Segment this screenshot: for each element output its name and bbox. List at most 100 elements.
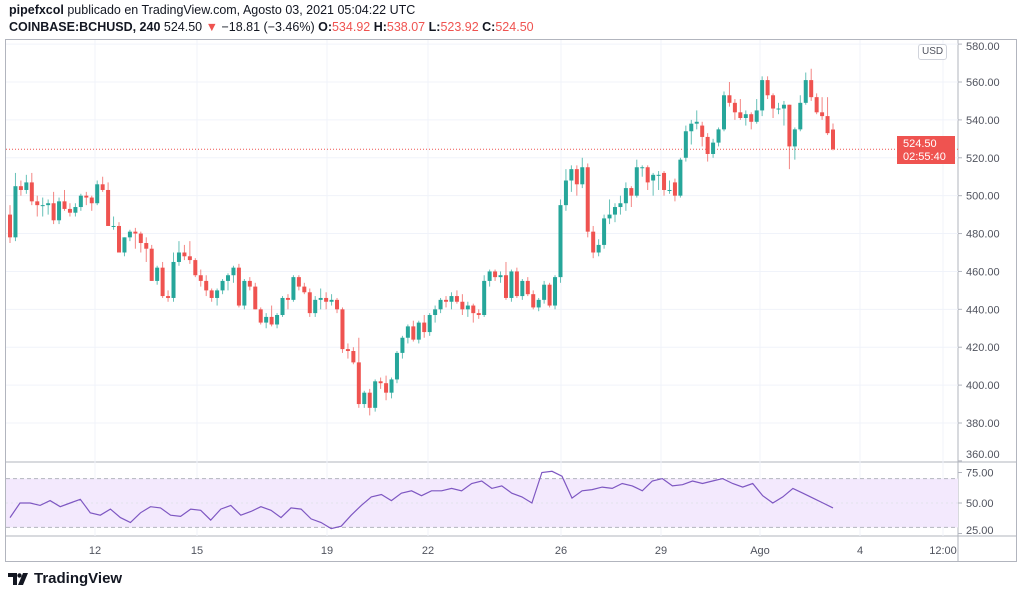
candle-body bbox=[618, 203, 623, 208]
x-tick-label: 12 bbox=[89, 545, 101, 557]
candle bbox=[280, 296, 285, 317]
candle bbox=[247, 277, 252, 291]
candle-body bbox=[591, 231, 596, 253]
candle-body bbox=[553, 277, 558, 306]
candle bbox=[444, 296, 449, 308]
candle-body bbox=[825, 116, 830, 134]
tradingview-logo[interactable]: TradingView bbox=[8, 570, 122, 587]
candle-body bbox=[73, 207, 78, 213]
candle bbox=[296, 275, 301, 291]
candle-body bbox=[536, 299, 541, 308]
candle-body bbox=[454, 296, 459, 302]
candle-body bbox=[662, 172, 667, 190]
candle-body bbox=[574, 169, 579, 185]
candle bbox=[127, 229, 132, 242]
candle bbox=[482, 275, 487, 317]
candle bbox=[198, 269, 203, 287]
candle-body bbox=[335, 299, 340, 310]
candle-body bbox=[678, 159, 683, 196]
candle-body bbox=[394, 352, 399, 380]
candle bbox=[689, 119, 694, 145]
x-tick-label: 4 bbox=[857, 545, 863, 557]
candle bbox=[542, 280, 547, 304]
candle bbox=[787, 104, 792, 170]
candle-body bbox=[324, 297, 329, 302]
candle-body bbox=[264, 316, 269, 323]
current-price-label: 524.50 02:55:40 bbox=[897, 136, 955, 164]
candle-body bbox=[705, 136, 710, 154]
candle bbox=[618, 195, 623, 215]
candle bbox=[291, 275, 296, 302]
candle-body bbox=[389, 379, 394, 393]
x-tick-label: 22 bbox=[422, 545, 434, 557]
brand-name: TradingView bbox=[34, 570, 123, 587]
candle-body bbox=[285, 297, 290, 300]
candle-body bbox=[814, 97, 819, 113]
candle bbox=[727, 82, 732, 107]
candle-body bbox=[771, 95, 776, 109]
candle bbox=[155, 265, 160, 285]
candle bbox=[721, 91, 726, 132]
candle-body bbox=[776, 108, 781, 110]
candle bbox=[525, 277, 530, 297]
tradingview-logo-icon bbox=[8, 572, 28, 585]
candle-body bbox=[291, 277, 296, 300]
candle-body bbox=[24, 182, 29, 190]
candle-body bbox=[525, 280, 530, 295]
candle bbox=[117, 222, 122, 253]
candle bbox=[13, 172, 18, 242]
candle-body bbox=[307, 292, 312, 314]
candle bbox=[356, 337, 361, 408]
candle bbox=[591, 225, 596, 259]
candle bbox=[405, 324, 410, 344]
candle bbox=[765, 76, 770, 100]
candle bbox=[427, 313, 432, 336]
candle-body bbox=[476, 313, 481, 316]
y-tick-label: 460.00 bbox=[966, 266, 1000, 278]
candle bbox=[182, 244, 187, 261]
candle bbox=[275, 313, 280, 329]
candle-body bbox=[798, 102, 803, 130]
candle-body bbox=[46, 203, 51, 206]
candle-body bbox=[531, 294, 536, 308]
candle-body bbox=[438, 299, 443, 310]
candle bbox=[651, 172, 656, 196]
candle bbox=[46, 199, 51, 215]
candle bbox=[62, 189, 67, 211]
candle bbox=[612, 203, 617, 223]
candle-body bbox=[607, 214, 612, 219]
candle-body bbox=[433, 309, 438, 316]
candle bbox=[662, 171, 667, 196]
candle-body bbox=[226, 275, 231, 281]
candle-body bbox=[542, 284, 547, 300]
candle bbox=[318, 288, 323, 310]
candle bbox=[166, 290, 171, 302]
candle bbox=[596, 239, 601, 257]
candle bbox=[389, 377, 394, 399]
candle-body bbox=[721, 95, 726, 130]
x-tick-label: 19 bbox=[321, 545, 333, 557]
published-text: publicado en TradingView.com, Agosto 03,… bbox=[67, 3, 416, 17]
candle bbox=[313, 296, 318, 317]
candle bbox=[258, 307, 263, 325]
candle bbox=[781, 100, 786, 126]
candle-body bbox=[35, 201, 40, 206]
candle bbox=[242, 279, 247, 310]
candle bbox=[798, 95, 803, 132]
candle bbox=[547, 282, 552, 308]
x-tick-label: Ago bbox=[750, 545, 770, 557]
candle-body bbox=[133, 231, 138, 234]
candle-body bbox=[623, 188, 628, 204]
candle-body bbox=[51, 203, 56, 221]
candle bbox=[503, 261, 508, 300]
candle-body bbox=[640, 167, 645, 169]
x-tick-label: 26 bbox=[555, 545, 567, 557]
candle-body bbox=[765, 80, 770, 96]
candle-body bbox=[634, 167, 639, 196]
candle bbox=[602, 214, 607, 249]
candle bbox=[514, 267, 519, 298]
candle bbox=[329, 294, 334, 306]
candle bbox=[629, 186, 634, 208]
candle-body bbox=[547, 284, 552, 306]
